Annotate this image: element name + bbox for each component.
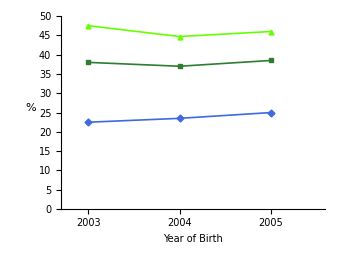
X-axis label: Year of Birth: Year of Birth (163, 234, 223, 244)
Before 2 days (86, 121, 91, 124)
Line: Before 3 months: Before 3 months (86, 58, 273, 69)
Before 6 months (178, 35, 182, 38)
Before 3 months (178, 65, 182, 68)
Line: Before 6 months: Before 6 months (86, 23, 273, 39)
Line: Before 2 days: Before 2 days (86, 110, 273, 125)
Before 6 months (269, 30, 273, 33)
Y-axis label: %: % (25, 103, 36, 113)
Before 2 days (178, 117, 182, 120)
Before 6 months (86, 24, 91, 27)
Before 2 days (269, 111, 273, 114)
Before 3 months (269, 59, 273, 62)
Before 3 months (86, 61, 91, 64)
